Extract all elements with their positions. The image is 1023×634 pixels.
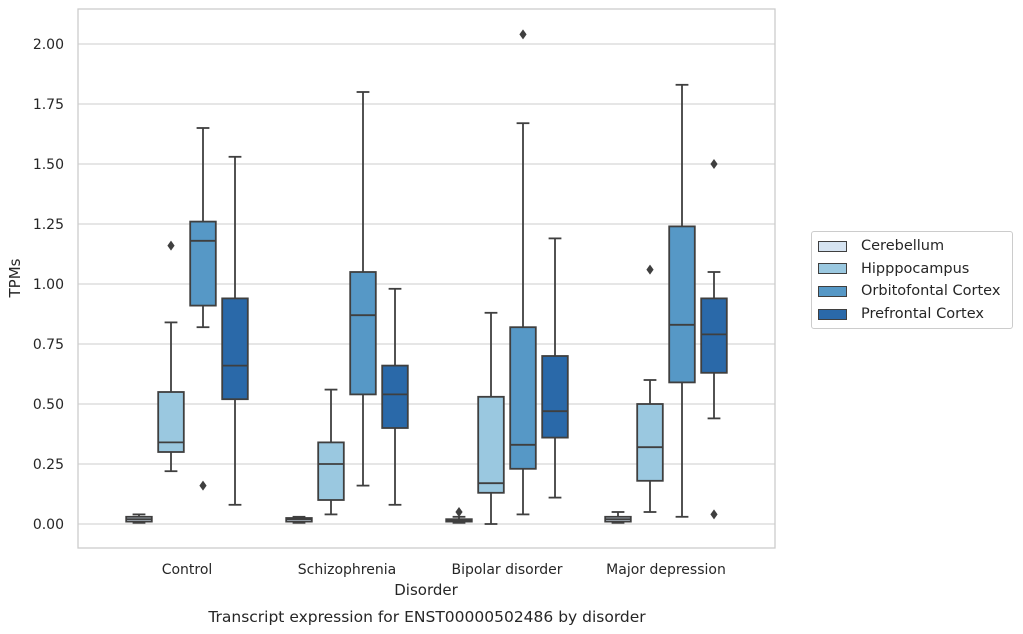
legend-item: Orbitofontal Cortex — [812, 280, 1012, 303]
legend-label: Orbitofontal Cortex — [861, 283, 1001, 300]
box-group — [541, 237, 569, 499]
series-orbitofontal-cortex — [189, 29, 696, 518]
legend-swatch — [818, 285, 847, 297]
outlier-point — [710, 509, 718, 520]
box — [477, 395, 505, 494]
box-group — [349, 91, 377, 487]
box-group — [700, 159, 728, 520]
y-tick-label: 1.50 — [33, 157, 64, 173]
legend: Cerebellum Hipppocampus Orbitofontal Corte… — [811, 231, 1013, 330]
x-tick-labels: Control Schizophrenia Bipolar disorder Majo… — [162, 562, 726, 578]
y-tick-labels: 0.00 0.25 0.50 0.75 1.00 1.25 1.50 1.75 2.00 — [33, 37, 64, 533]
series-cerebellum — [125, 507, 632, 524]
y-tick-label: 0.25 — [33, 457, 64, 473]
box — [349, 271, 377, 396]
box-group — [636, 264, 664, 513]
box-group — [317, 388, 345, 516]
y-tick-label: 1.25 — [33, 217, 64, 233]
outlier-point — [710, 159, 718, 169]
x-tick-label: Schizophrenia — [298, 562, 396, 578]
box-series — [125, 29, 728, 525]
legend-label: Hipppocampus — [861, 260, 970, 277]
outlier-point — [167, 240, 175, 251]
legend-item: Hipppocampus — [812, 258, 1012, 281]
outlier-point — [519, 29, 527, 40]
legend-item: Prefrontal Cortex — [812, 303, 1012, 326]
y-axis-label: TPMs — [6, 258, 24, 298]
legend-swatch — [818, 308, 847, 320]
x-axis-label: Disorder — [394, 581, 458, 599]
box — [636, 403, 664, 482]
box-group — [477, 311, 505, 525]
box — [541, 355, 569, 439]
legend-label: Cerebellum — [861, 238, 945, 255]
x-tick-label: Major depression — [606, 562, 726, 578]
box-group — [668, 83, 696, 518]
box — [509, 326, 537, 470]
y-tick-label: 1.75 — [33, 97, 64, 113]
box-group — [445, 507, 473, 524]
series-hipppocampus — [157, 240, 664, 525]
outlier-point — [199, 480, 207, 491]
y-tick-label: 0.00 — [33, 517, 64, 533]
box-group — [221, 155, 249, 506]
box-group — [157, 240, 185, 473]
legend-swatch — [818, 263, 847, 275]
x-tick-label: Control — [162, 562, 213, 578]
box — [668, 225, 696, 384]
y-tick-label: 1.00 — [33, 277, 64, 293]
outlier-point — [455, 507, 463, 517]
outlier-point — [646, 264, 654, 275]
box-group — [189, 127, 217, 491]
box — [221, 297, 249, 401]
y-tick-label: 0.50 — [33, 397, 64, 413]
legend-item: Cerebellum — [812, 235, 1012, 258]
box — [317, 441, 345, 501]
box — [189, 220, 217, 307]
legend-label: Prefrontal Cortex — [861, 306, 984, 323]
box-group — [509, 29, 537, 516]
x-tick-label: Bipolar disorder — [451, 562, 562, 578]
box — [381, 364, 409, 429]
y-tick-label: 0.75 — [33, 337, 64, 353]
chart-title: Transcript expression for ENST0000050248… — [207, 608, 646, 626]
box-group — [285, 515, 313, 524]
y-tick-label: 2.00 — [33, 37, 64, 53]
box — [700, 297, 728, 374]
plot-frame — [77, 8, 776, 549]
legend-swatch — [818, 240, 847, 252]
box-group — [125, 513, 153, 524]
box-group — [381, 287, 409, 506]
box-group — [604, 511, 632, 524]
series-prefrontal-cortex — [221, 155, 728, 520]
